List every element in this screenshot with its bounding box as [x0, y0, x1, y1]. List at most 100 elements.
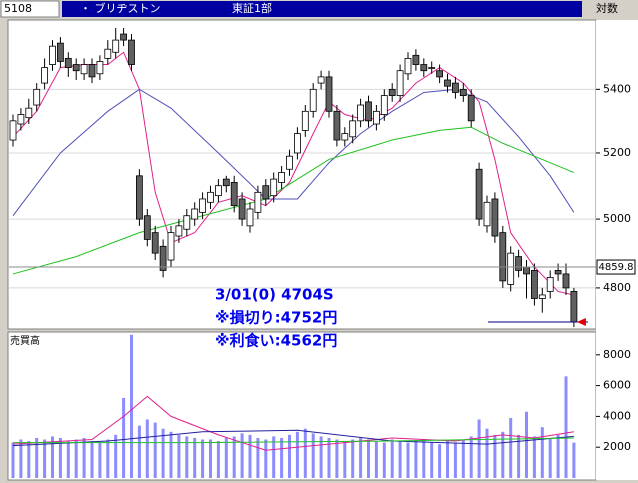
volume-bar — [193, 437, 197, 478]
candle-body — [88, 64, 96, 78]
candle-body — [222, 178, 230, 187]
volume-bar — [58, 437, 62, 478]
candle-body — [483, 201, 491, 227]
volume-bar — [66, 441, 70, 478]
volume-bar — [525, 411, 528, 478]
market: 東証1部 — [232, 1, 272, 15]
name: ・ ブリヂストン — [80, 1, 161, 15]
volume-bar — [122, 397, 126, 478]
volume-bar — [280, 437, 284, 478]
annotation: 3/01(0) 4704S — [215, 286, 334, 304]
candle-body — [80, 64, 88, 75]
volume-bar — [572, 442, 576, 478]
volume-bar — [398, 441, 402, 478]
candle-body — [380, 95, 388, 115]
volume-bar — [264, 439, 268, 478]
y-tick-label: 5400 — [603, 82, 631, 95]
axis-area — [596, 20, 638, 480]
candle-body — [546, 277, 554, 292]
volume-bar — [311, 433, 315, 478]
candle-body — [507, 252, 515, 285]
candle-body — [570, 291, 578, 323]
candle-body — [246, 208, 254, 227]
volume-bar — [82, 437, 86, 478]
candle-body — [459, 88, 467, 96]
volume-bar — [532, 436, 536, 478]
volume-bar — [319, 436, 323, 478]
candle-body — [191, 208, 199, 220]
candle-body — [41, 67, 48, 84]
candle-body — [412, 54, 420, 65]
volume-bar — [469, 436, 473, 478]
moving-average — [13, 437, 574, 444]
volume-bar — [35, 437, 39, 478]
y-tick-label: 5200 — [603, 146, 631, 159]
volume-bar — [438, 444, 442, 478]
volume-bar — [224, 437, 228, 478]
candle-body — [293, 133, 301, 154]
volume-bar — [406, 442, 410, 478]
candle-body — [372, 110, 380, 125]
candle-body — [262, 185, 270, 200]
volume-bar — [272, 436, 276, 478]
current-price-box — [596, 259, 636, 275]
candle-body — [420, 64, 428, 72]
volume-bar — [430, 442, 434, 478]
volume-bar — [414, 441, 418, 478]
candle-body — [183, 215, 191, 230]
volume-bar — [453, 442, 457, 478]
candle-body — [554, 270, 562, 275]
volume-bar — [248, 434, 252, 478]
candle-body — [523, 266, 530, 275]
candle-body — [143, 215, 151, 240]
volume-bar — [240, 433, 244, 478]
volume-bar — [382, 442, 386, 478]
volume-bar — [256, 437, 260, 478]
scale: 対数 — [596, 1, 618, 15]
candle-body — [317, 76, 325, 84]
volume-bar — [161, 428, 165, 478]
candle-body — [159, 245, 167, 271]
volume-bar — [374, 441, 378, 478]
candle-body — [278, 172, 286, 183]
candle-body — [467, 95, 475, 122]
code-box — [0, 0, 60, 18]
volume-bar — [19, 439, 23, 478]
volume-bar — [51, 436, 54, 478]
panel-title: 売買高 — [10, 334, 40, 347]
candle-body — [475, 168, 483, 220]
candle-body — [341, 133, 349, 141]
candle-body — [33, 88, 41, 106]
candle-body — [309, 88, 317, 112]
candle-body — [357, 104, 365, 122]
candle-body — [404, 57, 412, 75]
candle-body — [538, 294, 546, 299]
volume-bar — [548, 437, 552, 478]
volume-panel — [7, 331, 597, 481]
volume-bar — [540, 427, 544, 478]
volume-bar — [209, 439, 212, 478]
candle-body — [515, 256, 522, 271]
annotation: ※損切り:4752円 — [215, 309, 337, 327]
candle-body — [365, 101, 372, 122]
volume-bar — [98, 442, 102, 478]
current-price-label: 4859.8 — [599, 262, 634, 273]
volume-bar — [367, 439, 370, 478]
candle-body — [451, 82, 459, 93]
volume-bar — [564, 376, 568, 478]
candle-body — [64, 57, 72, 69]
candle-body — [96, 61, 104, 75]
candle-body — [396, 70, 404, 96]
volume-bar — [422, 439, 426, 478]
candle-body — [135, 175, 143, 220]
y-tick-label: 4800 — [603, 281, 631, 294]
volume-bar — [169, 431, 173, 478]
volume-bar — [137, 425, 141, 478]
candle-body — [214, 185, 222, 197]
volume-bar — [201, 439, 205, 478]
volume-bar — [295, 431, 299, 478]
volume-bar — [185, 436, 189, 478]
candle-body — [104, 48, 112, 59]
volume-bar — [477, 419, 481, 478]
volume-bar — [303, 428, 307, 478]
